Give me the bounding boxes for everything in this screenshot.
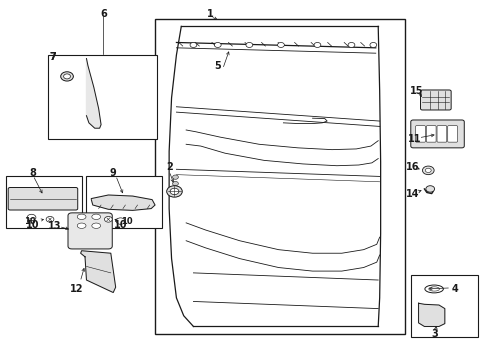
Circle shape bbox=[61, 72, 73, 81]
FancyBboxPatch shape bbox=[410, 120, 463, 148]
Text: 10: 10 bbox=[24, 217, 35, 226]
Text: 9: 9 bbox=[110, 168, 116, 178]
FancyBboxPatch shape bbox=[426, 126, 435, 142]
Circle shape bbox=[116, 218, 124, 224]
Circle shape bbox=[172, 175, 178, 179]
Circle shape bbox=[347, 42, 354, 48]
Ellipse shape bbox=[77, 214, 86, 220]
FancyBboxPatch shape bbox=[415, 126, 425, 142]
Text: 1: 1 bbox=[206, 9, 213, 19]
Bar bbox=[6, 176, 81, 228]
Polygon shape bbox=[91, 195, 155, 210]
Text: 10: 10 bbox=[114, 220, 127, 230]
Circle shape bbox=[422, 166, 433, 175]
Ellipse shape bbox=[424, 285, 443, 293]
Text: 6: 6 bbox=[100, 9, 107, 19]
Circle shape bbox=[245, 42, 252, 48]
Bar bbox=[47, 55, 157, 139]
Bar bbox=[86, 176, 162, 228]
Text: 10: 10 bbox=[121, 217, 132, 226]
Circle shape bbox=[369, 42, 376, 48]
Text: 14: 14 bbox=[405, 189, 418, 199]
FancyBboxPatch shape bbox=[8, 188, 78, 210]
Text: 3: 3 bbox=[431, 329, 438, 339]
Ellipse shape bbox=[92, 214, 101, 220]
Circle shape bbox=[214, 42, 221, 48]
Circle shape bbox=[104, 216, 112, 222]
Polygon shape bbox=[418, 303, 444, 327]
Text: 12: 12 bbox=[70, 284, 83, 294]
Circle shape bbox=[170, 188, 179, 195]
Text: 16: 16 bbox=[405, 162, 418, 172]
Circle shape bbox=[425, 186, 434, 192]
Ellipse shape bbox=[428, 287, 439, 291]
Bar bbox=[154, 19, 404, 334]
Text: 2: 2 bbox=[165, 162, 172, 172]
Text: 8: 8 bbox=[29, 168, 37, 178]
Circle shape bbox=[166, 186, 182, 197]
Text: 7: 7 bbox=[49, 52, 56, 62]
Text: 7: 7 bbox=[49, 52, 56, 62]
Text: 15: 15 bbox=[409, 86, 423, 96]
FancyBboxPatch shape bbox=[447, 126, 457, 142]
Text: 11: 11 bbox=[407, 134, 421, 144]
FancyBboxPatch shape bbox=[420, 90, 450, 110]
Text: 13: 13 bbox=[48, 221, 61, 231]
Circle shape bbox=[172, 181, 178, 186]
Circle shape bbox=[277, 42, 284, 48]
Bar bbox=[410, 275, 477, 337]
Circle shape bbox=[27, 214, 36, 221]
Polygon shape bbox=[81, 251, 116, 293]
Text: 4: 4 bbox=[450, 284, 457, 294]
Ellipse shape bbox=[92, 223, 101, 228]
Circle shape bbox=[63, 74, 70, 79]
Circle shape bbox=[190, 42, 197, 48]
Polygon shape bbox=[86, 59, 101, 128]
Ellipse shape bbox=[77, 223, 86, 228]
Circle shape bbox=[425, 168, 430, 172]
Circle shape bbox=[46, 216, 54, 222]
Text: 5: 5 bbox=[214, 61, 221, 71]
FancyBboxPatch shape bbox=[436, 126, 446, 142]
FancyBboxPatch shape bbox=[68, 213, 112, 249]
Text: 10: 10 bbox=[26, 220, 40, 230]
Circle shape bbox=[313, 42, 320, 48]
